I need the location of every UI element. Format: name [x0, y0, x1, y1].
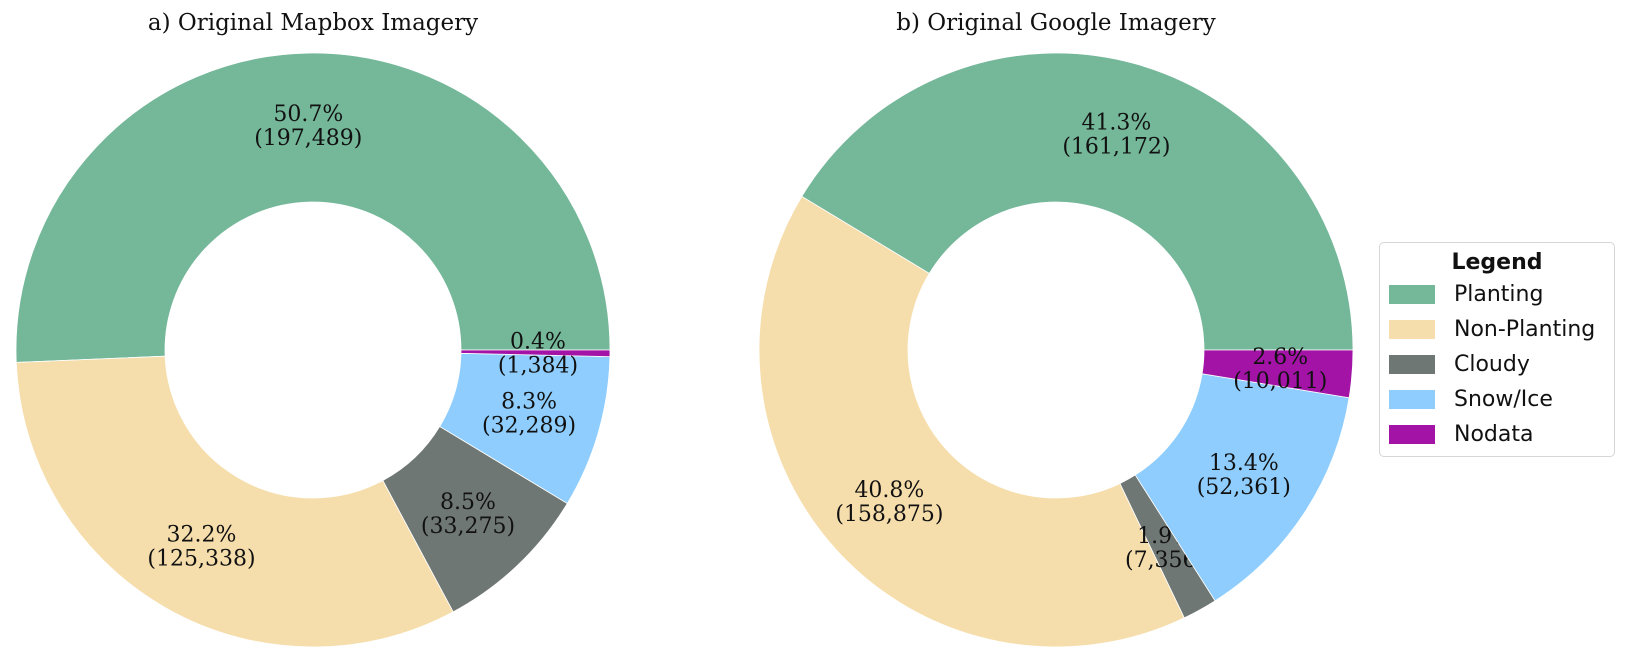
count-label-non-planting-chart-a: (125,338) — [147, 546, 255, 571]
legend-label-nodata: Nodata — [1454, 422, 1534, 447]
legend-item-snow-ice: Snow/Ice — [1380, 382, 1614, 417]
count-label-non-planting-chart-b: (158,875) — [835, 502, 943, 527]
legend-label-non-planting: Non-Planting — [1454, 317, 1596, 342]
slice-nodata-chart-b — [1201, 349, 1354, 399]
legend-item-cloudy: Cloudy — [1380, 347, 1614, 382]
legend-title: Legend — [1451, 250, 1543, 275]
legend-label-planting: Planting — [1454, 282, 1544, 307]
count-label-planting-chart-b: (161,172) — [1062, 134, 1170, 159]
percent-label-planting-chart-b: 41.3% — [1081, 110, 1151, 135]
slice-planting-chart-a — [15, 52, 611, 363]
count-label-snow-ice-chart-b: (52,361) — [1197, 475, 1291, 500]
legend-swatch-cloudy — [1389, 355, 1435, 374]
percent-label-nodata-chart-b: 2.6% — [1252, 345, 1308, 370]
percent-label-nodata-chart-a: 0.4% — [510, 330, 566, 355]
slice-snow-ice-chart-b — [1134, 373, 1350, 602]
legend-swatch-non-planting — [1389, 320, 1435, 339]
chart-title-a: a) Original Mapbox Imagery — [147, 10, 479, 36]
count-label-nodata-chart-a: (1,384) — [498, 354, 578, 379]
legend-label-snow-ice: Snow/Ice — [1454, 387, 1553, 412]
chart-title-b: b) Original Google Imagery — [896, 10, 1216, 36]
percent-label-snow-ice-chart-a: 8.3% — [501, 390, 557, 415]
slice-non-planting-chart-a — [15, 355, 454, 648]
percent-label-snow-ice-chart-b: 13.4% — [1209, 451, 1279, 476]
count-label-snow-ice-chart-a: (32,289) — [482, 414, 576, 439]
slice-nodata-chart-a — [460, 349, 611, 358]
count-label-planting-chart-a: (197,489) — [254, 126, 362, 151]
legend-label-cloudy: Cloudy — [1454, 352, 1530, 377]
percent-label-cloudy-chart-a: 8.5% — [440, 490, 496, 515]
slice-non-planting-chart-b — [758, 195, 1185, 648]
percent-label-non-planting-chart-a: 32.2% — [167, 522, 237, 547]
count-label-nodata-chart-b: (10,011) — [1233, 369, 1327, 394]
legend-swatch-nodata — [1389, 425, 1435, 444]
legend-item-non-planting: Non-Planting — [1380, 312, 1614, 347]
legend: Legend Planting Non-Planting Cloudy Snow… — [1379, 242, 1615, 457]
legend-swatch-snow-ice — [1389, 390, 1435, 409]
legend-item-planting: Planting — [1380, 277, 1614, 312]
percent-label-non-planting-chart-b: 40.8% — [854, 478, 924, 503]
legend-swatch-planting — [1389, 285, 1435, 304]
legend-item-nodata: Nodata — [1380, 417, 1614, 452]
slice-planting-chart-b — [801, 52, 1354, 351]
count-label-cloudy-chart-a: (33,275) — [421, 514, 515, 539]
percent-label-planting-chart-a: 50.7% — [273, 102, 343, 127]
